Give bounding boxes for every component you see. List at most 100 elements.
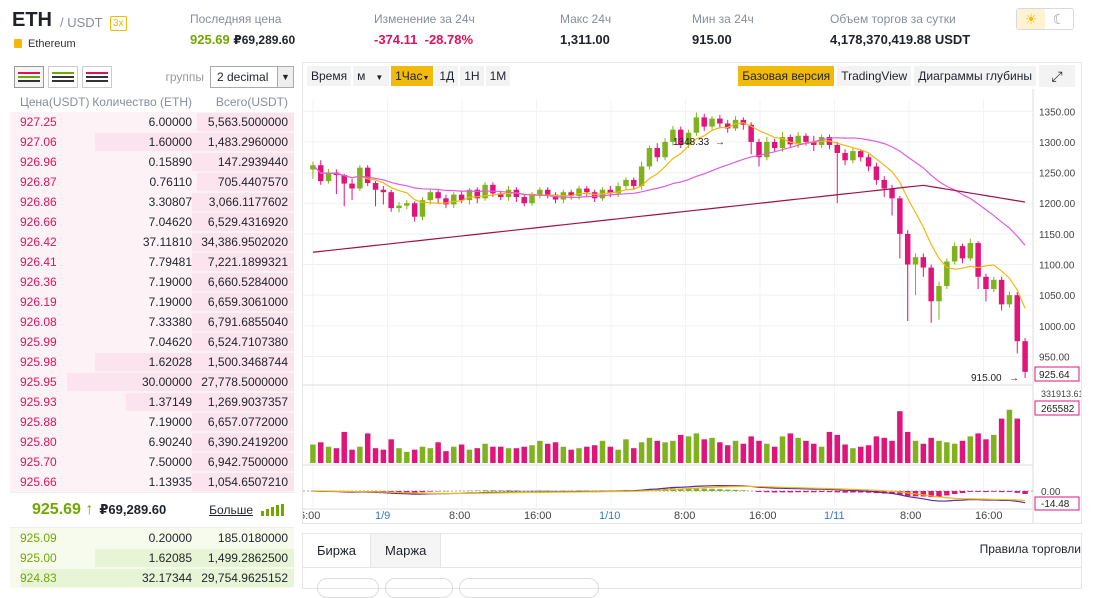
ask-amount: 37.11810 [90, 235, 192, 249]
chevron-down-icon: ▼ [277, 67, 293, 87]
order-type-pill[interactable] [385, 578, 453, 598]
candle-body [529, 195, 534, 204]
macd-bar [701, 489, 706, 491]
coin-full-name[interactable]: Ethereum [14, 38, 76, 50]
volume-bar [788, 433, 793, 463]
candle-body [592, 192, 597, 198]
sun-icon[interactable]: ☀ [1017, 9, 1045, 29]
volume-bar [568, 450, 573, 463]
bid-amount: 0.20000 [90, 531, 192, 545]
volume-bar [670, 441, 675, 463]
candle-body [952, 246, 957, 261]
view-asks-button[interactable] [82, 66, 112, 88]
volume-bar [467, 450, 472, 463]
bid-total: 185.0180000 [192, 531, 288, 545]
candle-body [709, 119, 714, 127]
interval-1w[interactable]: 1Н [460, 66, 483, 86]
macd-bar [983, 491, 988, 492]
order-type-pill[interactable] [459, 578, 599, 598]
decimal-select[interactable]: 2 decimal▼ [210, 66, 294, 88]
ask-total: 6,659.3061000 [192, 295, 288, 309]
order-type-pill[interactable] [317, 578, 379, 598]
time-button[interactable]: Время [307, 66, 351, 86]
interval-1d[interactable]: 1Д [435, 66, 458, 86]
view-both-button[interactable] [14, 66, 44, 88]
volume-bar [881, 438, 886, 463]
candle-body [647, 148, 652, 166]
ask-total: 6,791.6855040 [192, 315, 288, 329]
y-tick-label: 1250.00 [1039, 169, 1076, 180]
volume-bar [310, 445, 315, 464]
interval-1h[interactable]: 1Час▼ [391, 66, 433, 86]
theme-toggle[interactable]: ☀ ☾ [1016, 8, 1074, 30]
tab-exchange[interactable]: Биржа [303, 534, 371, 567]
groups-label: группы [165, 70, 204, 84]
interval-1m[interactable]: 1М [486, 66, 511, 86]
volume-bar [748, 436, 753, 463]
tradingview-tab[interactable]: TradingView [837, 66, 911, 86]
candle-body [545, 190, 550, 195]
minute-dropdown[interactable]: м▼ [353, 66, 389, 86]
volume-bar [795, 438, 800, 463]
candle-body [881, 180, 886, 189]
ask-amount: 7.33380 [90, 315, 192, 329]
volume-bar [819, 447, 824, 463]
macd-bar [428, 491, 433, 492]
volume-bar [858, 447, 863, 463]
tab-margin[interactable]: Маржа [371, 534, 441, 567]
macd-bar [1007, 491, 1012, 492]
candle-body [772, 142, 777, 148]
candle-body [968, 243, 973, 258]
change-value: -374.11 [374, 32, 417, 47]
ask-total: 27,778.5000000 [192, 375, 288, 389]
y-tick-label: 1150.00 [1039, 230, 1075, 241]
candlestick-chart[interactable]: 1350.001300.001250.001200.001150.001100.… [303, 89, 1081, 523]
candle-body [404, 203, 409, 205]
view-bids-button[interactable] [48, 66, 78, 88]
candle-body [537, 190, 542, 195]
coin-info-icon [14, 39, 22, 48]
trading-rules-link[interactable]: Правила торговли [980, 542, 1081, 556]
fullscreen-icon[interactable]: ⤢ [1039, 65, 1075, 87]
volume-bar [850, 448, 855, 463]
ask-amount: 1.60000 [90, 135, 192, 149]
bid-total: 1,499.2862500 [192, 551, 288, 565]
pair-symbol[interactable]: ETH [12, 9, 52, 32]
ask-amount: 0.15890 [90, 155, 192, 169]
high-marker-arrow: → [715, 137, 725, 148]
ask-amount: 7.50000 [90, 455, 192, 469]
more-link[interactable]: Больше [209, 503, 253, 517]
candle-body [451, 195, 456, 205]
volume-bar [506, 448, 511, 463]
order-book: группы 2 decimal▼ Цена(USDT) Количество … [10, 62, 294, 589]
basic-version-tab[interactable]: Базовая версия [738, 66, 834, 86]
bid-amount: 1.62085 [90, 551, 192, 565]
depth-charts-tab[interactable]: Диаграммы глубины [914, 66, 1036, 86]
last-price: 925.69 ↑ [32, 501, 93, 519]
moon-icon[interactable]: ☾ [1045, 9, 1073, 29]
y-tick-label: 1050.00 [1039, 291, 1076, 302]
